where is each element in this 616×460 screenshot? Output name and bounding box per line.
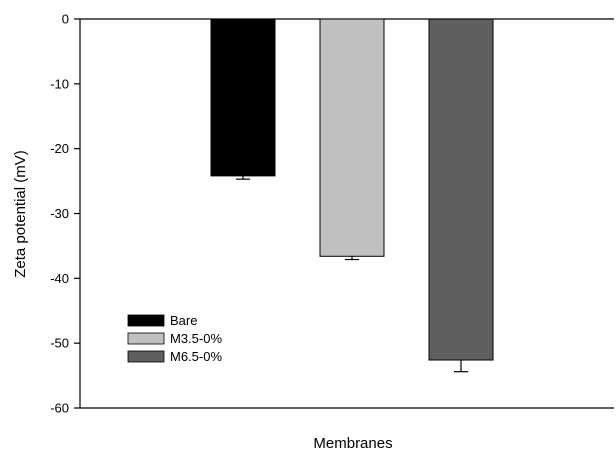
legend-label: Bare	[170, 313, 197, 328]
y-tick-label: -20	[50, 141, 69, 156]
axes: 0 -10 -20 -30 -40 -50 -60	[50, 12, 614, 416]
y-tick-label: 0	[62, 12, 69, 27]
bars	[210, 18, 494, 373]
bar	[210, 18, 276, 177]
y-tick-label: -60	[50, 401, 69, 416]
y-tick-label: -30	[50, 206, 69, 221]
legend-label: M3.5-0%	[170, 331, 222, 346]
y-tick-label: -50	[50, 336, 69, 351]
y-tick-label: -40	[50, 271, 69, 286]
bar	[428, 18, 494, 361]
bar	[319, 18, 385, 257]
legend-label: M6.5-0%	[170, 349, 222, 364]
legend-swatch	[127, 314, 165, 327]
y-axis-title: Zeta potential (mV)	[12, 150, 29, 278]
legend-swatch	[127, 332, 165, 345]
legend: Bare M3.5-0% M6.5-0%	[127, 313, 222, 364]
y-tick-label: -10	[50, 76, 69, 91]
x-axis-title: Membranes	[313, 435, 392, 452]
legend-swatch	[127, 350, 165, 363]
